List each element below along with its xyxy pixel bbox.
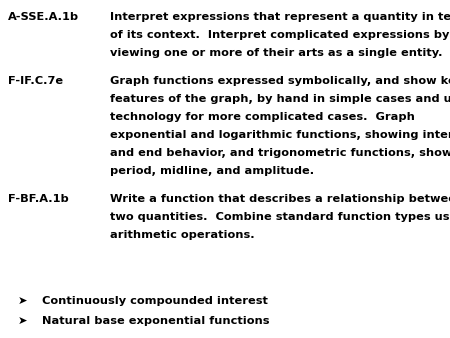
Text: two quantities.  Combine standard function types using: two quantities. Combine standard functio… [110,212,450,222]
Text: A-SSE.A.1b: A-SSE.A.1b [8,12,79,22]
Text: Interpret expressions that represent a quantity in terms: Interpret expressions that represent a q… [110,12,450,22]
Text: of its context.  Interpret complicated expressions by: of its context. Interpret complicated ex… [110,30,450,40]
Text: features of the graph, by hand in simple cases and using: features of the graph, by hand in simple… [110,94,450,104]
Text: and end behavior, and trigonometric functions, showing: and end behavior, and trigonometric func… [110,148,450,158]
Text: F-BF.A.1b: F-BF.A.1b [8,194,69,204]
Text: viewing one or more of their arts as a single entity.: viewing one or more of their arts as a s… [110,48,442,58]
Text: Write a function that describes a relationship between: Write a function that describes a relati… [110,194,450,204]
Text: exponential and logarithmic functions, showing intercepts: exponential and logarithmic functions, s… [110,130,450,140]
Text: Continuously compounded interest: Continuously compounded interest [42,296,268,306]
Text: Graph functions expressed symbolically, and show key: Graph functions expressed symbolically, … [110,76,450,86]
Text: arithmetic operations.: arithmetic operations. [110,230,255,240]
Text: technology for more complicated cases.  Graph: technology for more complicated cases. G… [110,112,415,122]
Text: period, midline, and amplitude.: period, midline, and amplitude. [110,166,314,176]
Text: Natural base exponential functions: Natural base exponential functions [42,316,270,326]
Text: ➤: ➤ [18,316,27,326]
Text: F-IF.C.7e: F-IF.C.7e [8,76,63,86]
Text: ➤: ➤ [18,296,27,306]
